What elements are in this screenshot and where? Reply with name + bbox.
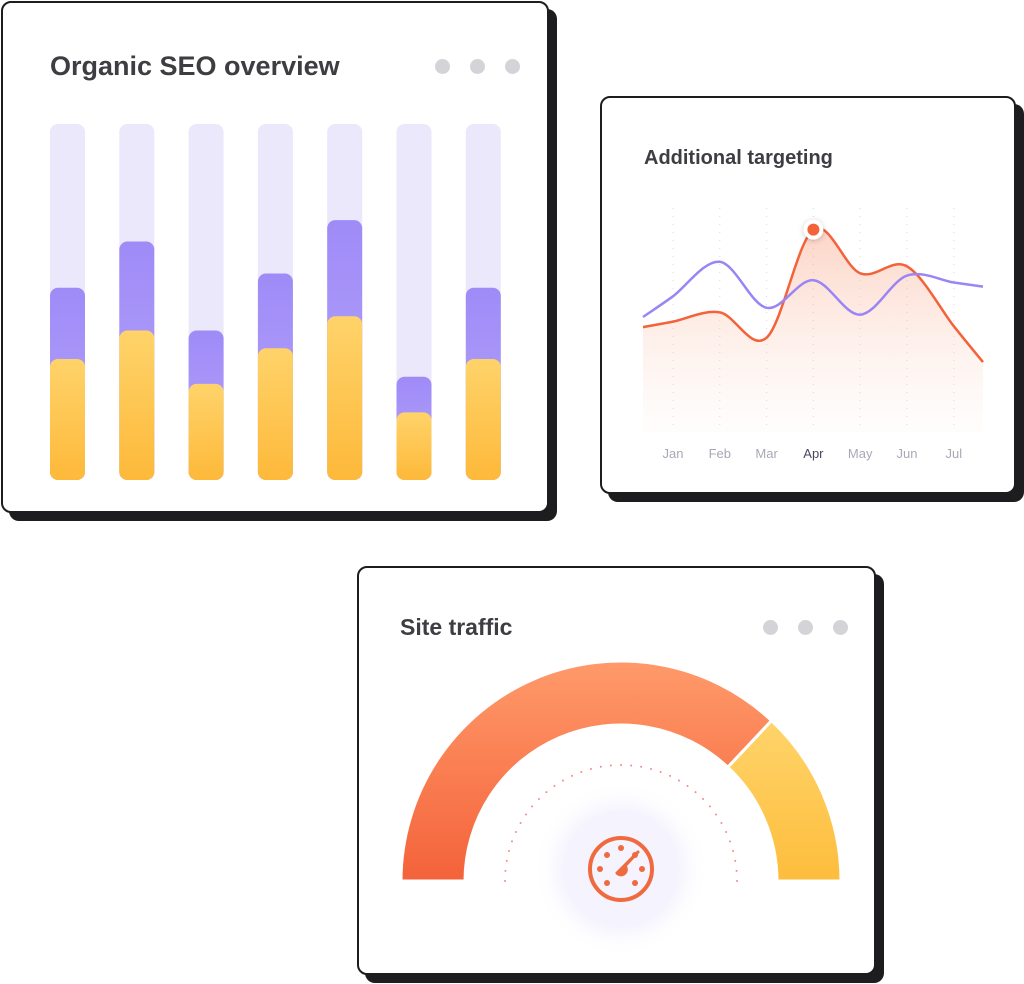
gauge-tick-dot [669, 774, 672, 777]
gauge-tick-dot [630, 764, 633, 767]
gauge-tick-dot [562, 779, 564, 782]
gauge-tick-dot [720, 822, 723, 824]
bar-segment-yellow [50, 358, 85, 480]
gauge-tick-dot [715, 813, 718, 816]
line-chart: Jan Feb Mar Apr May Jun Jul [642, 208, 984, 461]
bar-segment-yellow [327, 316, 363, 480]
gauge-tick-dot [640, 765, 643, 768]
seo-overview-card: Organic SEO overview [1, 1, 549, 513]
gauge-tick-dot [580, 770, 583, 773]
gauge-tick-dot [678, 779, 680, 782]
gauge-tick-dot [702, 797, 705, 800]
card-title: Additional targeting [644, 147, 833, 169]
series-line [642, 260, 984, 319]
card-title: Organic SEO overview [50, 51, 340, 81]
gauge-tick-dot [514, 830, 517, 833]
month-label: Jul [945, 446, 962, 461]
gauge-tick-dot [505, 859, 508, 862]
gauge-tick-dot [736, 880, 738, 882]
gauge-tick-dot [507, 849, 510, 852]
month-label: Apr [803, 446, 824, 461]
month-label: Jan [663, 446, 684, 461]
gauge-tick-dot [694, 791, 697, 794]
gauge-tick-dot [545, 791, 548, 794]
gauge-tick-dot [519, 822, 522, 824]
gauge-tick-dot [504, 880, 506, 882]
bar-segment-yellow [257, 348, 293, 480]
gauge-tick-dot [708, 805, 711, 808]
gauge-segment [399, 659, 774, 883]
highlight-point [807, 223, 820, 236]
gauge-chart [399, 659, 843, 957]
bar-segment-yellow [396, 412, 432, 480]
gauge-tick-dot [504, 869, 507, 872]
speedometer-icon [588, 836, 654, 902]
gauge-tick-dot [725, 830, 728, 833]
bar-segment-yellow [188, 383, 224, 480]
gauge-tick-dot [531, 805, 534, 808]
more-dots-icon[interactable] [435, 59, 520, 74]
gauge-tick-dot [650, 767, 653, 770]
series-area [643, 228, 983, 432]
month-label: May [848, 446, 873, 461]
gauge-tick-dot [734, 859, 737, 862]
gauge-tick-dot [570, 774, 573, 777]
gauge-tick-dot [589, 767, 592, 770]
gauge-tick-dot [537, 797, 540, 800]
bar-segment-yellow [119, 330, 155, 480]
gauge-tick-dot [729, 840, 732, 843]
bar-segment-yellow [465, 358, 501, 480]
gauge-tick-dot [524, 813, 527, 816]
gauge-tick-dot [732, 849, 735, 852]
card-title: Site traffic [400, 614, 513, 640]
gauge-segment [725, 718, 843, 883]
gauge-tick-dot [686, 784, 689, 787]
gauge-tick-dot [510, 840, 513, 843]
gauge-tick-dot [735, 869, 738, 872]
gauge-tick-dot [620, 764, 622, 766]
site-traffic-card: Site traffic [357, 566, 876, 975]
month-label: Jun [897, 446, 918, 461]
gauge-tick-dot [659, 770, 662, 773]
more-dots-icon[interactable] [763, 620, 848, 635]
gauge-tick-dot [553, 784, 556, 787]
month-label: Feb [709, 446, 731, 461]
gauge-tick-dot [599, 765, 602, 768]
gauge-tick-dot [609, 764, 612, 767]
bar-chart [50, 124, 501, 480]
additional-targeting-card: Additional targeting Jan Feb Mar Apr May Jun J… [600, 96, 1016, 494]
month-label: Mar [755, 446, 778, 461]
